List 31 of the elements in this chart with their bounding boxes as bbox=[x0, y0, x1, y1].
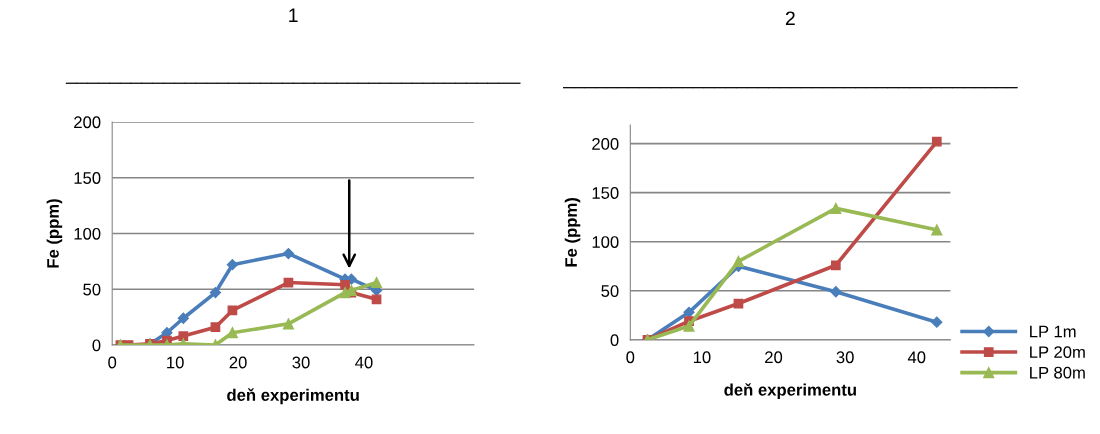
x-tick-label: 10 bbox=[693, 351, 711, 364]
x-tick-label: 20 bbox=[765, 351, 783, 364]
x-tick-label: 30 bbox=[836, 351, 854, 364]
y-tick-label: 100 bbox=[592, 236, 619, 248]
x-axis-title: deň experimentu bbox=[724, 383, 856, 400]
x-axis-title: deň experimentu bbox=[227, 388, 359, 405]
y-tick-label: 150 bbox=[74, 172, 101, 184]
legend-label: LP 20m bbox=[1030, 346, 1085, 359]
x-tick-label: 20 bbox=[229, 356, 247, 369]
chart-subtitle: __________________________________________ bbox=[65, 82, 521, 84]
chart-title: 1 bbox=[289, 8, 298, 22]
y-tick-label: 0 bbox=[610, 334, 619, 347]
x-tick-label: 0 bbox=[108, 356, 117, 369]
x-tick-label: 0 bbox=[626, 351, 635, 364]
x-tick-label: 30 bbox=[292, 356, 310, 369]
y-tick-label: 50 bbox=[83, 283, 101, 296]
y-tick-label: 150 bbox=[592, 187, 619, 199]
chart-subtitle: __________________________________________ bbox=[562, 87, 1018, 89]
x-tick-label: 40 bbox=[355, 356, 373, 369]
x-tick-label: 40 bbox=[907, 351, 926, 364]
y-tick-label: 100 bbox=[74, 227, 101, 240]
y-tick-label: 0 bbox=[92, 339, 101, 352]
y-axis-title: Fe (ppm) bbox=[564, 198, 581, 267]
legend-label: LP 1m bbox=[1030, 325, 1076, 338]
chart-title: 2 bbox=[785, 11, 795, 25]
y-tick-label: 50 bbox=[601, 285, 619, 297]
x-tick-label: 10 bbox=[167, 356, 184, 369]
y-tick-label: 200 bbox=[74, 116, 101, 129]
y-axis-title: Fe (ppm) bbox=[46, 199, 63, 268]
legend-label: LP 80m bbox=[1030, 366, 1085, 379]
y-tick-label: 200 bbox=[592, 138, 619, 150]
